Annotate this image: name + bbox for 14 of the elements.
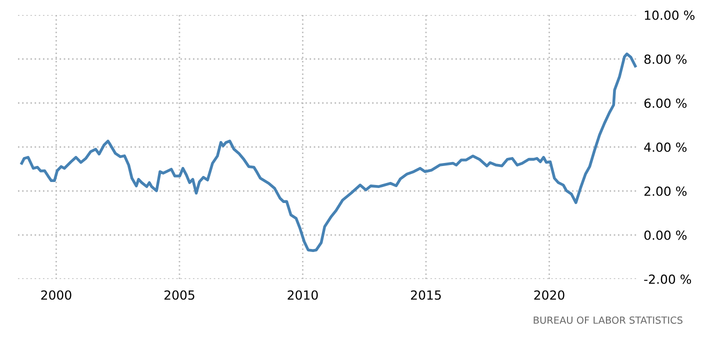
x-tick-label: 2010 xyxy=(288,290,318,300)
line-series xyxy=(20,52,637,252)
y-tick-label: 10.00 % xyxy=(644,10,694,20)
x-tick-label: 2005 xyxy=(164,290,194,300)
x-tick-label: 2015 xyxy=(411,290,441,300)
y-tick-label: 4.00 % xyxy=(644,142,687,152)
x-tick-label: 2000 xyxy=(41,290,72,300)
y-tick-label: 0.00 % xyxy=(644,230,687,240)
y-tick-label: -2.00 % xyxy=(644,274,692,284)
y-tick-label: 6.00 % xyxy=(644,98,687,108)
y-tick-label: 2.00 % xyxy=(644,186,687,196)
y-tick-label: 8.00 % xyxy=(644,54,687,64)
text: BUREAU OF LABOR STATISTICS xyxy=(534,316,682,324)
x-tick-label: 2020 xyxy=(534,290,564,300)
